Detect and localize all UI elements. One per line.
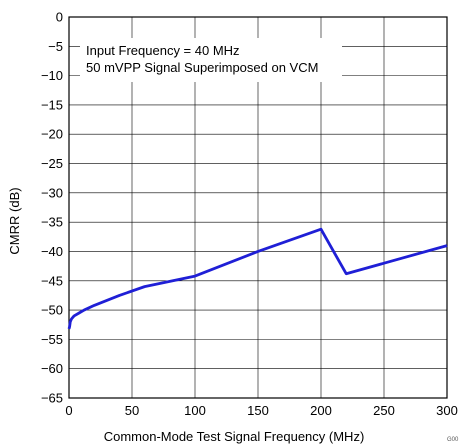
x-axis-label: Common-Mode Test Signal Frequency (MHz) xyxy=(104,429,365,444)
y-tick-label: −40 xyxy=(41,244,63,259)
annotation-input-frequency: Input Frequency = 40 MHz xyxy=(86,43,240,58)
x-tick-label: 250 xyxy=(373,403,395,418)
y-tick-label: −20 xyxy=(41,127,63,142)
y-tick-label: −25 xyxy=(41,156,63,171)
x-tick-label: 50 xyxy=(125,403,139,418)
annotation-signal-description: 50 mVPP Signal Superimposed on VCM xyxy=(86,60,318,75)
y-tick-label: −5 xyxy=(48,39,63,54)
series-line xyxy=(67,227,448,330)
y-tick-label: −45 xyxy=(41,273,63,288)
y-tick-label: −15 xyxy=(41,97,63,112)
plot-border xyxy=(68,16,448,399)
x-tick-label: 0 xyxy=(65,403,72,418)
y-tick-label: −55 xyxy=(41,332,63,347)
y-tick-label: 0 xyxy=(56,10,63,25)
y-tick-label: −10 xyxy=(41,68,63,83)
x-tick-label: 100 xyxy=(184,403,206,418)
y-tick-label: −30 xyxy=(41,185,63,200)
y-tick-labels: 0 −5 −10 −15 −20 −25 −30 −35 −40 −45 −50 −55 −60 −65 xyxy=(41,10,63,406)
annotation-box xyxy=(80,38,342,82)
y-tick-label: −50 xyxy=(41,303,63,318)
plot-frame xyxy=(68,16,448,399)
x-tick-label: 200 xyxy=(310,403,332,418)
x-tick-labels: 0 50 100 150 200 250 300 xyxy=(65,403,457,418)
y-tick-label: −60 xyxy=(41,361,63,376)
x-tick-label: 150 xyxy=(247,403,269,418)
y-tick-label: −65 xyxy=(41,391,63,406)
y-axis-label: CMRR (dB) xyxy=(7,187,22,254)
x-tick-label: 300 xyxy=(436,403,458,418)
series-group xyxy=(67,227,448,330)
y-tick-label: −35 xyxy=(41,215,63,230)
figure-code: G00 xyxy=(447,437,459,443)
